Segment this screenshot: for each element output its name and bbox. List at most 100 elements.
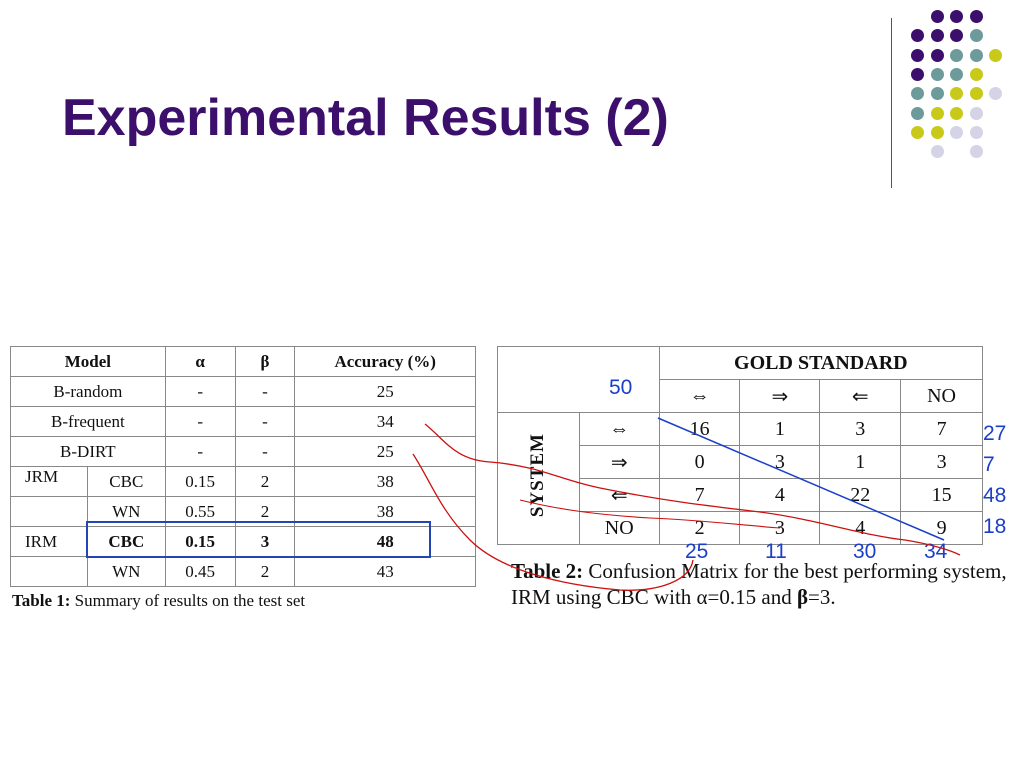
matrix-cell: 22 (819, 478, 902, 512)
decorative-dot (950, 29, 963, 43)
slide-title: Experimental Results (2) (62, 89, 669, 147)
matrix-cell: 15 (900, 478, 983, 512)
decorative-dot (969, 10, 983, 23)
alpha-cell: - (164, 436, 236, 467)
decorative-dot (930, 106, 944, 120)
matrix-cell: 3 (900, 445, 983, 479)
alpha-cell: 0.15 (164, 466, 236, 497)
corner-cell (497, 346, 660, 413)
beta-cell: - (234, 436, 296, 467)
header-alpha: α (164, 346, 236, 377)
confusion-matrix-table: GOLD STANDARD ⇔ ⇒ ⇐ NO SYSTEM ⇔ 16 1 3 7… (497, 346, 984, 545)
col-header: ⇔ (658, 379, 741, 413)
annotation-col-total: 11 (765, 540, 787, 563)
beta-cell: - (234, 376, 296, 407)
system-label: SYSTEM (527, 433, 549, 518)
decorative-dot (930, 48, 944, 62)
annotation-col-total: 30 (853, 540, 877, 563)
table-row: WN 0.45 2 43 (10, 556, 476, 587)
decorative-dot (950, 48, 963, 62)
decorative-dot (969, 67, 983, 81)
caption-label: Table 2: (511, 559, 584, 583)
table-row: JRM CBC 0.15 2 38 (10, 466, 476, 497)
matrix-cell: 7 (900, 412, 983, 446)
accuracy-cell: 25 (294, 376, 476, 407)
decorative-dot (911, 29, 924, 43)
submodel-cell: CBC (86, 466, 166, 497)
matrix-cell: 3 (739, 445, 821, 479)
table2-caption: Table 2: Confusion Matrix for the best p… (511, 558, 1021, 610)
matrix-cell: 4 (739, 478, 821, 512)
beta-cell: 2 (234, 466, 296, 497)
decorative-dot (969, 125, 983, 139)
accuracy-cell: 38 (294, 466, 476, 497)
decorative-dot (930, 29, 944, 43)
matrix-cell: 1 (819, 445, 902, 479)
decorative-dot (930, 87, 944, 101)
decorative-dot (911, 125, 924, 139)
decorative-dot (969, 87, 983, 101)
beta-cell: 2 (234, 556, 296, 587)
decorative-dot (930, 125, 944, 139)
col-header: NO (900, 379, 983, 413)
group-cell-empty (10, 556, 88, 587)
group-cell: IRM (10, 526, 88, 557)
accuracy-cell: 34 (294, 406, 476, 437)
annotation-col-total: 25 (685, 540, 709, 563)
decorative-dot (911, 48, 924, 62)
decorative-dot (930, 10, 944, 23)
decorative-dot (950, 106, 963, 120)
row-header: ⇒ (578, 445, 660, 479)
header-accuracy: Accuracy (%) (294, 346, 476, 377)
decorative-dot (930, 67, 944, 81)
model-cell: B-frequent (10, 406, 166, 437)
alpha-cell: 0.45 (164, 556, 236, 587)
matrix-cell: 16 (658, 412, 741, 446)
decorative-dot (950, 67, 963, 81)
model-cell: B-DIRT (10, 436, 166, 467)
matrix-cell: 3 (819, 412, 902, 446)
caption-text: Confusion Matrix for the best performing… (511, 559, 1007, 609)
annotation-col-total: 34 (924, 540, 948, 563)
col-header: ⇐ (819, 379, 902, 413)
table-row: B-DIRT - - 25 (10, 436, 476, 467)
alpha-cell: 0.15 (164, 526, 236, 557)
matrix-row: SYSTEM ⇔ 16 1 3 7 (497, 412, 983, 545)
decorative-dot-grid (0, 0, 1024, 200)
alpha-cell: - (164, 406, 236, 437)
decorative-dot (911, 106, 924, 120)
decorative-dot (911, 67, 924, 81)
model-cell: B-random (10, 376, 166, 407)
group-cell: JRM (10, 466, 88, 497)
submodel-cell: WN (86, 556, 166, 587)
accuracy-cell: 25 (294, 436, 476, 467)
decorative-dot (969, 106, 983, 120)
row-header: NO (578, 511, 660, 545)
caption-beta: β (796, 585, 809, 609)
caption-text: Summary of results on the test set (70, 591, 306, 610)
col-header: ⇒ (739, 379, 821, 413)
table-row: B-random - - 25 (10, 376, 476, 407)
table-row: B-frequent - - 34 (10, 406, 476, 437)
decorative-dot (950, 87, 963, 101)
gold-header-row: GOLD STANDARD (497, 346, 984, 413)
row-header: ⇔ (578, 412, 660, 446)
annotation-corner-total: 50 (609, 376, 633, 399)
submodel-cell: CBC (86, 526, 166, 557)
system-label-cell: SYSTEM (497, 412, 580, 545)
header-beta: β (234, 346, 296, 377)
header-model: Model (10, 346, 166, 377)
accuracy-cell: 43 (294, 556, 476, 587)
matrix-cell: 1 (739, 412, 821, 446)
group-cell-empty (10, 496, 88, 527)
gold-standard-header: GOLD STANDARD (658, 346, 984, 380)
decorative-dot (969, 145, 983, 159)
annotation-row-total: 18 (983, 515, 1007, 538)
decorative-dot (989, 87, 1002, 101)
matrix-cell: 0 (658, 445, 741, 479)
row-header: ⇐ (578, 478, 660, 512)
decorative-dot (969, 48, 983, 62)
alpha-cell: - (164, 376, 236, 407)
annotation-row-total: 7 (983, 453, 995, 476)
decorative-dot (911, 87, 924, 101)
